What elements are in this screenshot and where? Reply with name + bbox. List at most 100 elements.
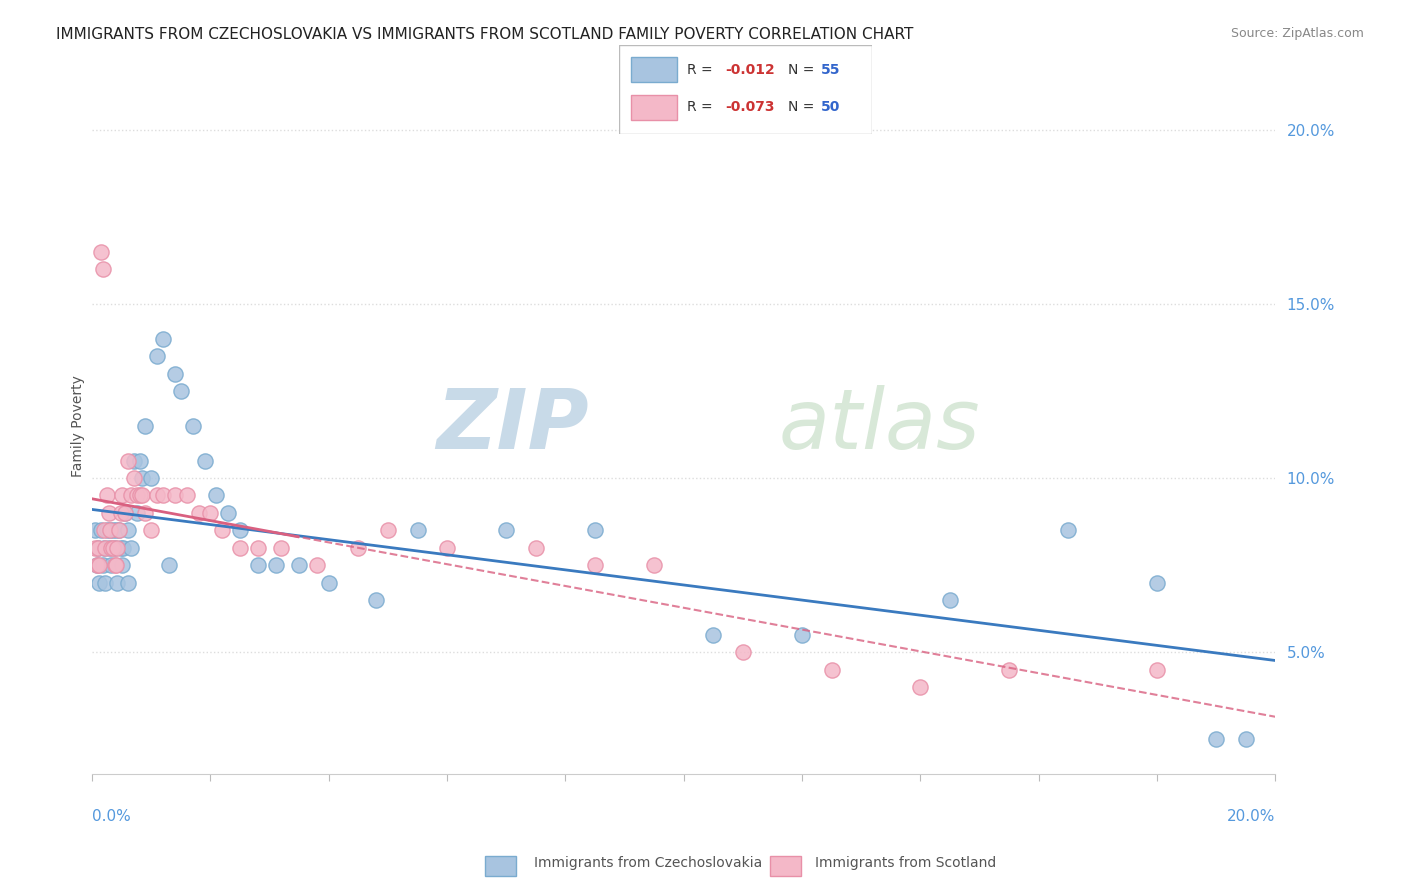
Point (114, 506, 136, 520)
Point (110, 506, 132, 520)
Point (1146, 663, 1168, 677)
Point (134, 506, 156, 520)
Point (347, 541, 370, 555)
FancyBboxPatch shape (631, 95, 676, 120)
Point (91, 262, 114, 277)
Point (93, 541, 115, 555)
Point (105, 575, 128, 590)
Point (366, 593, 388, 607)
Point (1146, 575, 1168, 590)
Point (101, 523, 124, 537)
Text: Immigrants from Scotland: Immigrants from Scotland (815, 855, 997, 870)
Point (146, 349, 169, 363)
Point (104, 541, 127, 555)
Point (89, 575, 111, 590)
Point (86, 558, 108, 573)
Text: -0.012: -0.012 (725, 62, 775, 77)
Point (406, 523, 429, 537)
Point (90, 244, 112, 259)
Point (100, 541, 122, 555)
Point (318, 575, 340, 590)
Point (105, 541, 128, 555)
Point (141, 471, 163, 485)
Text: Source: ZipAtlas.com: Source: ZipAtlas.com (1230, 27, 1364, 40)
Point (163, 488, 186, 502)
Point (97, 541, 120, 555)
Point (97, 506, 120, 520)
Point (125, 488, 148, 502)
Point (288, 558, 311, 573)
Point (90, 523, 112, 537)
Point (134, 418, 156, 433)
Point (305, 558, 328, 573)
Point (702, 628, 724, 642)
Point (94, 575, 117, 590)
Point (181, 418, 204, 433)
Text: R =: R = (688, 100, 717, 114)
Point (141, 523, 163, 537)
Point (98, 523, 121, 537)
Point (205, 488, 228, 502)
Point (217, 506, 239, 520)
Point (117, 453, 139, 467)
Text: N =: N = (789, 100, 818, 114)
FancyBboxPatch shape (619, 45, 872, 134)
Text: Immigrants from Czechoslovakia: Immigrants from Czechoslovakia (534, 855, 762, 870)
Point (98, 523, 121, 537)
Point (246, 558, 269, 573)
Point (131, 488, 153, 502)
Point (1205, 732, 1227, 747)
Point (170, 384, 193, 398)
Point (187, 506, 209, 520)
Point (790, 628, 813, 642)
Point (100, 558, 122, 573)
Point (104, 558, 127, 573)
Point (94, 541, 117, 555)
Point (84, 541, 107, 555)
Point (111, 488, 134, 502)
Text: 0.0%: 0.0% (93, 809, 131, 824)
Point (128, 488, 150, 502)
Point (910, 680, 932, 694)
Point (93, 523, 115, 537)
Point (176, 488, 198, 502)
Point (87, 541, 110, 555)
Point (270, 541, 292, 555)
Point (122, 453, 145, 467)
Point (131, 471, 153, 485)
Point (128, 453, 150, 467)
Point (146, 488, 169, 502)
Point (1234, 732, 1257, 747)
Point (84, 523, 107, 537)
Point (998, 663, 1021, 677)
Point (524, 541, 547, 555)
Point (377, 523, 399, 537)
Point (229, 523, 252, 537)
Text: IMMIGRANTS FROM CZECHOSLOVAKIA VS IMMIGRANTS FROM SCOTLAND FAMILY POVERTY CORREL: IMMIGRANTS FROM CZECHOSLOVAKIA VS IMMIGR… (56, 27, 914, 42)
Y-axis label: Family Poverty: Family Poverty (72, 375, 86, 476)
Text: -0.073: -0.073 (725, 100, 775, 114)
Point (194, 453, 217, 467)
Text: 50: 50 (821, 100, 841, 114)
FancyBboxPatch shape (631, 57, 676, 82)
Text: 55: 55 (821, 62, 841, 77)
Point (583, 523, 606, 537)
Point (264, 558, 287, 573)
Point (110, 541, 132, 555)
Point (120, 488, 142, 502)
Point (114, 506, 136, 520)
Text: ZIP: ZIP (436, 385, 589, 467)
Point (731, 645, 754, 659)
Point (152, 332, 174, 346)
Point (117, 523, 139, 537)
Point (583, 558, 606, 573)
Text: N =: N = (789, 62, 818, 77)
Point (157, 558, 180, 573)
Point (111, 541, 134, 555)
Point (101, 541, 124, 555)
Point (163, 367, 186, 381)
Point (246, 541, 269, 555)
Point (125, 506, 148, 520)
Point (200, 506, 222, 520)
Point (211, 523, 233, 537)
